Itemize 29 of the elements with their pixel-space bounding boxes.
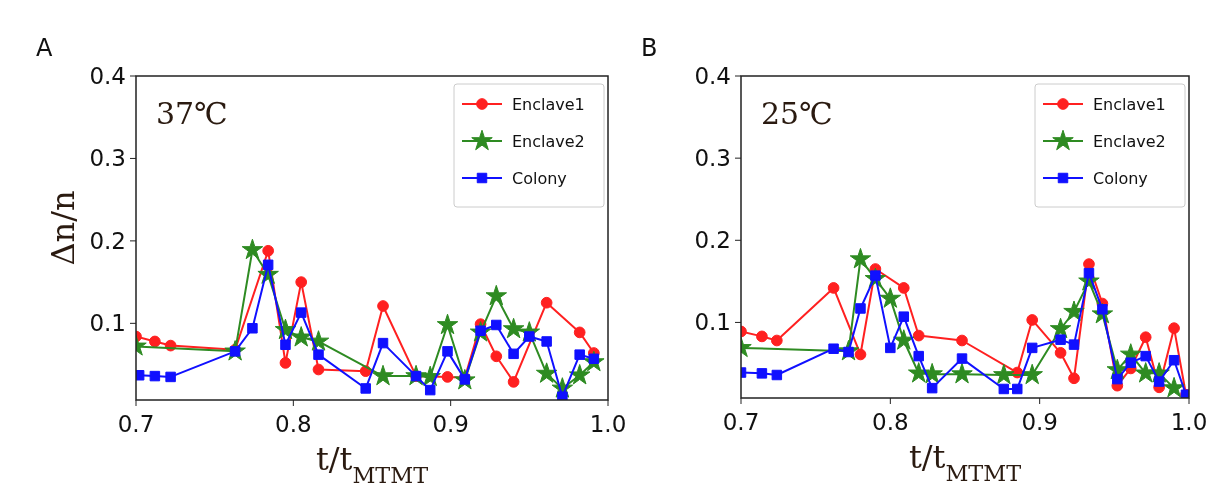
y-tick-label: 0.3 [89,145,126,172]
y-tick-label: 0.1 [694,309,731,336]
legend-label: Enclave1 [1093,95,1166,114]
y-axis-title: Δn/n [44,190,82,266]
text: A [36,34,53,62]
legend-label: Colony [1093,169,1148,188]
annotation: 37℃ [156,96,228,131]
x-axis-title: t/t$_{MTMT}$ [908,438,1022,486]
x-tick-label: 0.8 [872,409,909,435]
x-axis-title: t/t$_{MTMT}$ [315,440,429,488]
y-tick-label: 0.4 [89,63,126,89]
x-tick-label: 1.0 [589,411,627,437]
legend-label: Enclave1 [512,95,585,114]
legend-label: Colony [512,169,567,188]
legend-label: Enclave2 [1093,132,1166,151]
y-tick-label: 0.2 [694,227,731,254]
x-tick-label: 0.7 [722,409,760,435]
y-tick-label: 0.1 [89,310,126,337]
x-tick-label: 0.9 [432,411,469,437]
x-tick-label: 1.0 [1170,409,1208,435]
x-tick-label: 0.9 [1021,409,1058,435]
y-tick-label: 0.4 [694,63,731,89]
text: B [641,34,658,62]
annotation: 25℃ [761,96,833,131]
y-tick-label: 0.2 [89,227,126,254]
x-tick-label: 0.7 [117,411,155,437]
y-tick-label: 0.3 [694,145,731,172]
legend-label: Enclave2 [512,132,585,151]
x-tick-label: 0.8 [275,411,312,437]
